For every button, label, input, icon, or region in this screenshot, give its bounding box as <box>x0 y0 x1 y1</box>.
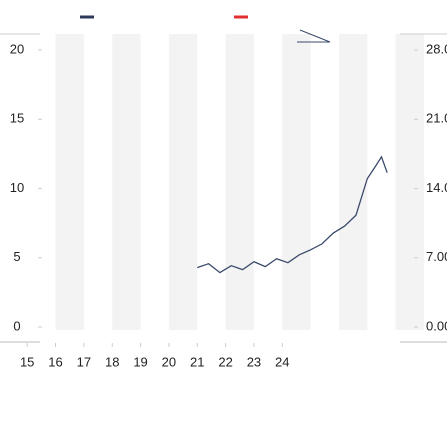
x-tick-label: 22 <box>218 354 232 369</box>
y2-tick-label: 0.00% <box>426 318 447 333</box>
band <box>282 34 311 330</box>
line <box>197 155 388 274</box>
x-tick-label: 19 <box>133 354 147 369</box>
x-tick-label: 20 <box>162 354 176 369</box>
y-tick-label: 10 <box>10 180 24 195</box>
annotation-line <box>297 29 331 43</box>
band <box>55 34 84 330</box>
y-tick-label: 0 <box>13 318 20 333</box>
x-tick-label: 21 <box>190 354 204 369</box>
x-tick-label: 23 <box>247 354 261 369</box>
x-tick-label: 18 <box>105 354 119 369</box>
y-tick-label: 20 <box>10 41 24 56</box>
band <box>395 34 424 330</box>
band <box>338 34 368 330</box>
y2-tick-label: 14.00% <box>426 180 447 195</box>
x-tick-label: 15 <box>20 354 34 369</box>
band <box>225 34 254 330</box>
x-tick-label: 17 <box>77 354 91 369</box>
x-tick-label: 24 <box>275 354 289 369</box>
y-tick-label: 15 <box>10 111 24 126</box>
y2-tick-label: 21.00% <box>426 111 447 126</box>
x-tick-label: 16 <box>48 354 62 369</box>
y-tick-label: 5 <box>13 249 20 264</box>
band <box>112 34 141 330</box>
y2-tick-label: 28.00% <box>426 41 447 56</box>
y2-tick-label: 7.00% <box>426 249 447 264</box>
band <box>168 34 198 330</box>
